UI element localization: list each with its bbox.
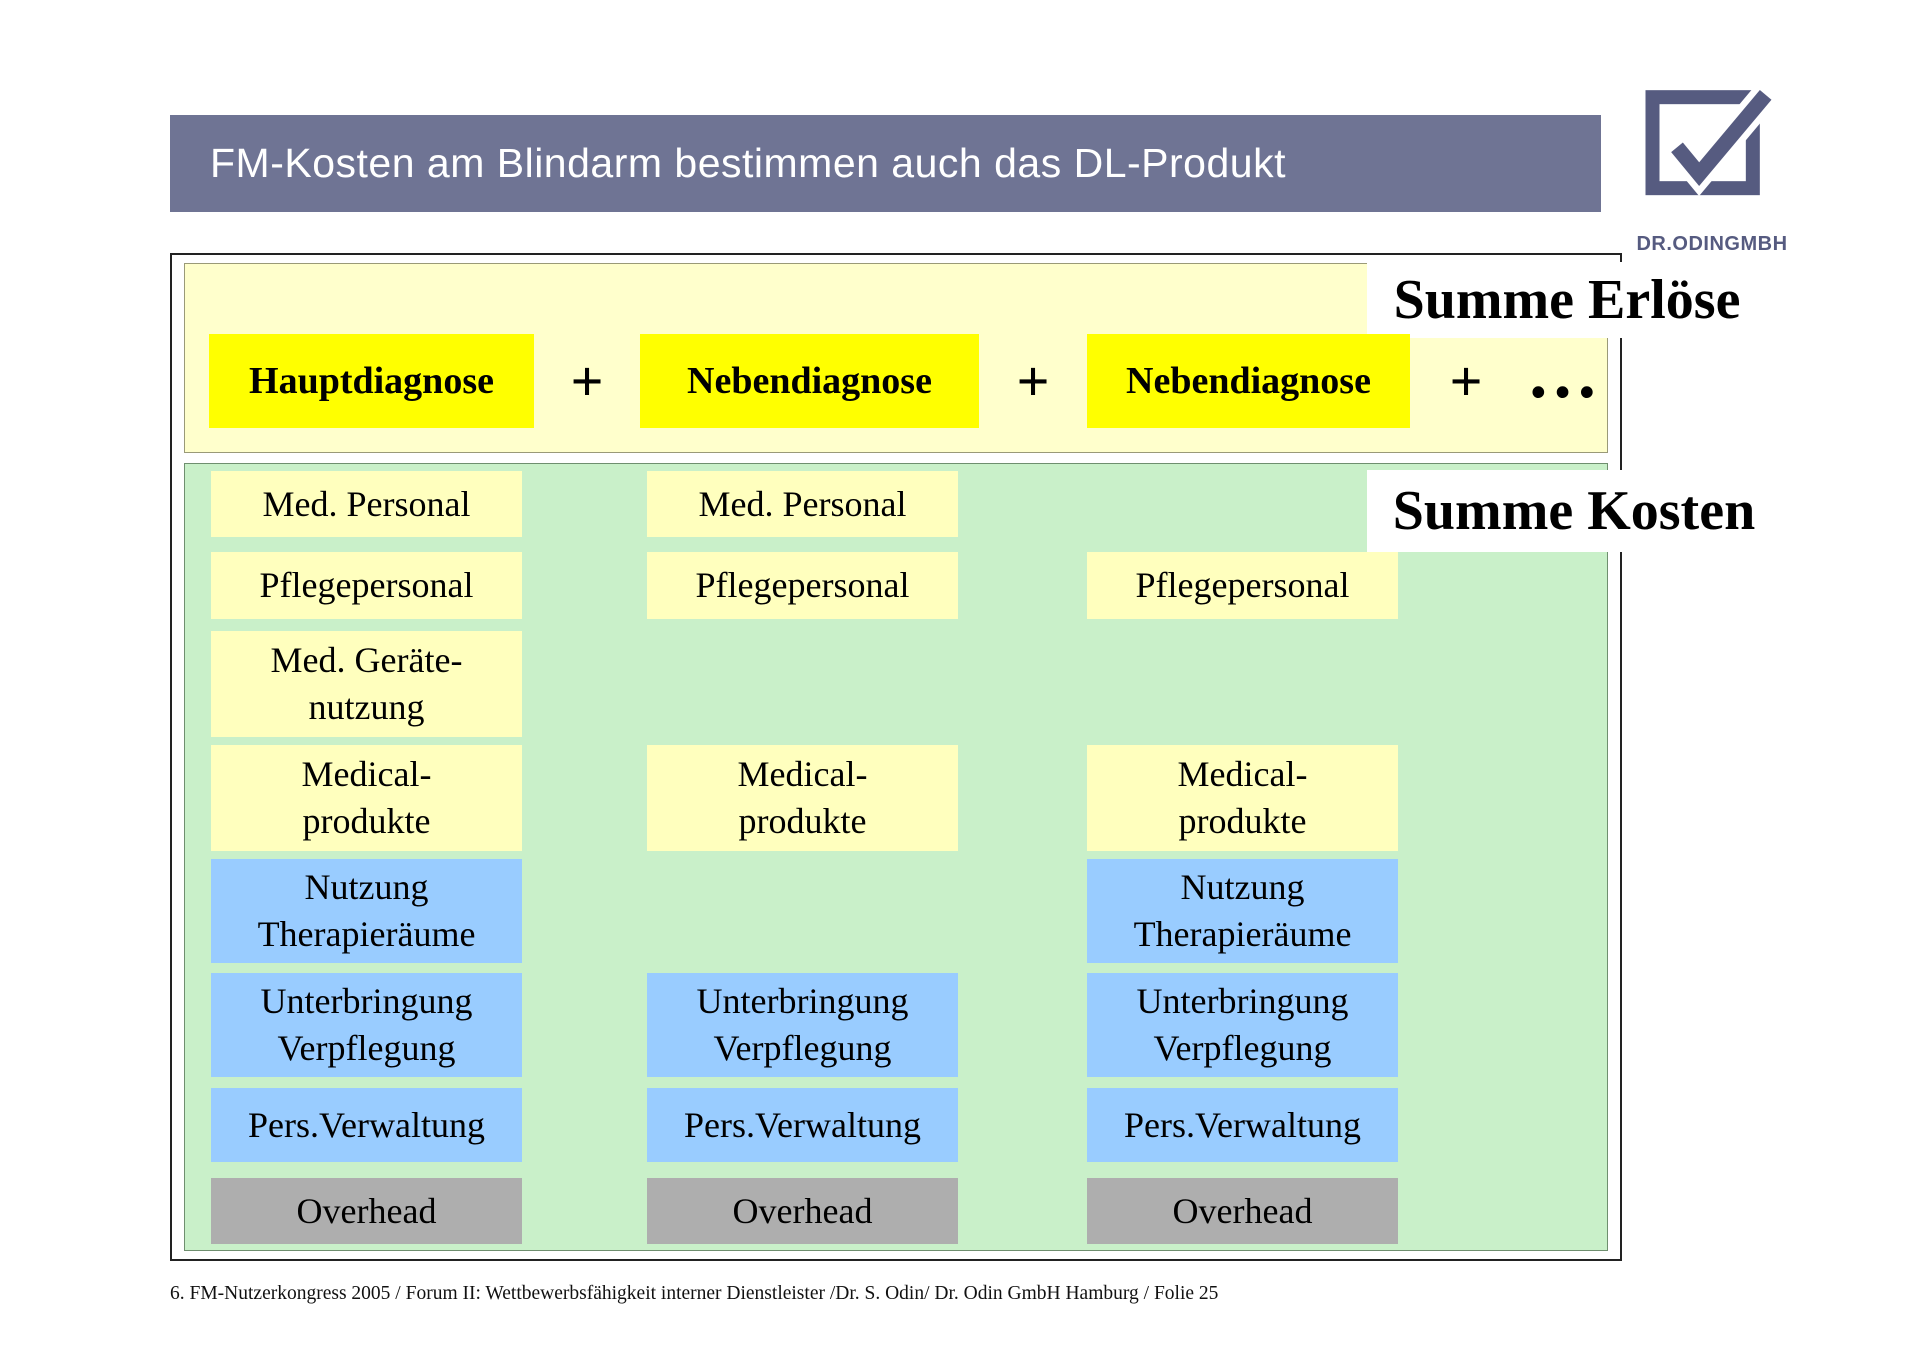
diagnosis-box-hauptdiagnose: Hauptdiagnose	[209, 334, 534, 428]
company-logo-text: DR.ODINGMBH	[1636, 233, 1788, 255]
sum-revenue-label: Summe Erlöse	[1367, 262, 1767, 338]
diagram-frame: Hauptdiagnose + Nebendiagnose + Nebendia…	[170, 253, 1622, 1261]
checkmark-square-icon	[1645, 85, 1777, 197]
cost-block-pers-verwaltung: Pers.Verwaltung	[1087, 1088, 1398, 1162]
cost-block-overhead: Overhead	[1087, 1178, 1398, 1244]
cost-panel: Med. Personal Pflegepersonal Med. Geräte…	[184, 463, 1608, 1251]
cost-block-pflegepersonal: Pflegepersonal	[647, 552, 958, 619]
sum-costs-label: Summe Kosten	[1367, 470, 1781, 552]
cost-block-unterbringung-verpflegung: Unterbringung Verpflegung	[647, 973, 958, 1077]
cost-block-med-personal: Med. Personal	[647, 471, 958, 537]
cost-block-med-geraetenutzung: Med. Geräte-nutzung	[211, 631, 522, 737]
cost-block-overhead: Overhead	[211, 1178, 522, 1244]
cost-block-medical-produkte: Medical-produkte	[1087, 745, 1398, 851]
plus-operator: +	[1016, 348, 1050, 414]
cost-block-pers-verwaltung: Pers.Verwaltung	[211, 1088, 522, 1162]
plus-operator: +	[1449, 348, 1483, 414]
slide-title: FM-Kosten am Blindarm bestimmen auch das…	[210, 140, 1286, 186]
cost-block-pers-verwaltung: Pers.Verwaltung	[647, 1088, 958, 1162]
slide-title-bar: FM-Kosten am Blindarm bestimmen auch das…	[170, 115, 1601, 212]
cost-block-nutzung-therapieraeume: Nutzung Therapieräume	[1087, 859, 1398, 963]
diagnosis-box-nebendiagnose-1: Nebendiagnose	[640, 334, 979, 428]
cost-block-overhead: Overhead	[647, 1178, 958, 1244]
slide-footer: 6. FM-Nutzerkongress 2005 / Forum II: We…	[170, 1283, 1219, 1304]
cost-block-medical-produkte: Medical-produkte	[647, 745, 958, 851]
cost-block-pflegepersonal: Pflegepersonal	[211, 552, 522, 619]
ellipsis: …	[1526, 332, 1601, 413]
cost-block-unterbringung-verpflegung: Unterbringung Verpflegung	[211, 973, 522, 1077]
diagnosis-box-nebendiagnose-2: Nebendiagnose	[1087, 334, 1410, 428]
cost-block-pflegepersonal: Pflegepersonal	[1087, 552, 1398, 619]
cost-block-nutzung-therapieraeume: Nutzung Therapieräume	[211, 859, 522, 963]
company-logo	[1642, 84, 1782, 199]
cost-block-unterbringung-verpflegung: Unterbringung Verpflegung	[1087, 973, 1398, 1077]
plus-operator: +	[570, 348, 604, 414]
cost-block-med-personal: Med. Personal	[211, 471, 522, 537]
cost-block-medical-produkte: Medical-produkte	[211, 745, 522, 851]
